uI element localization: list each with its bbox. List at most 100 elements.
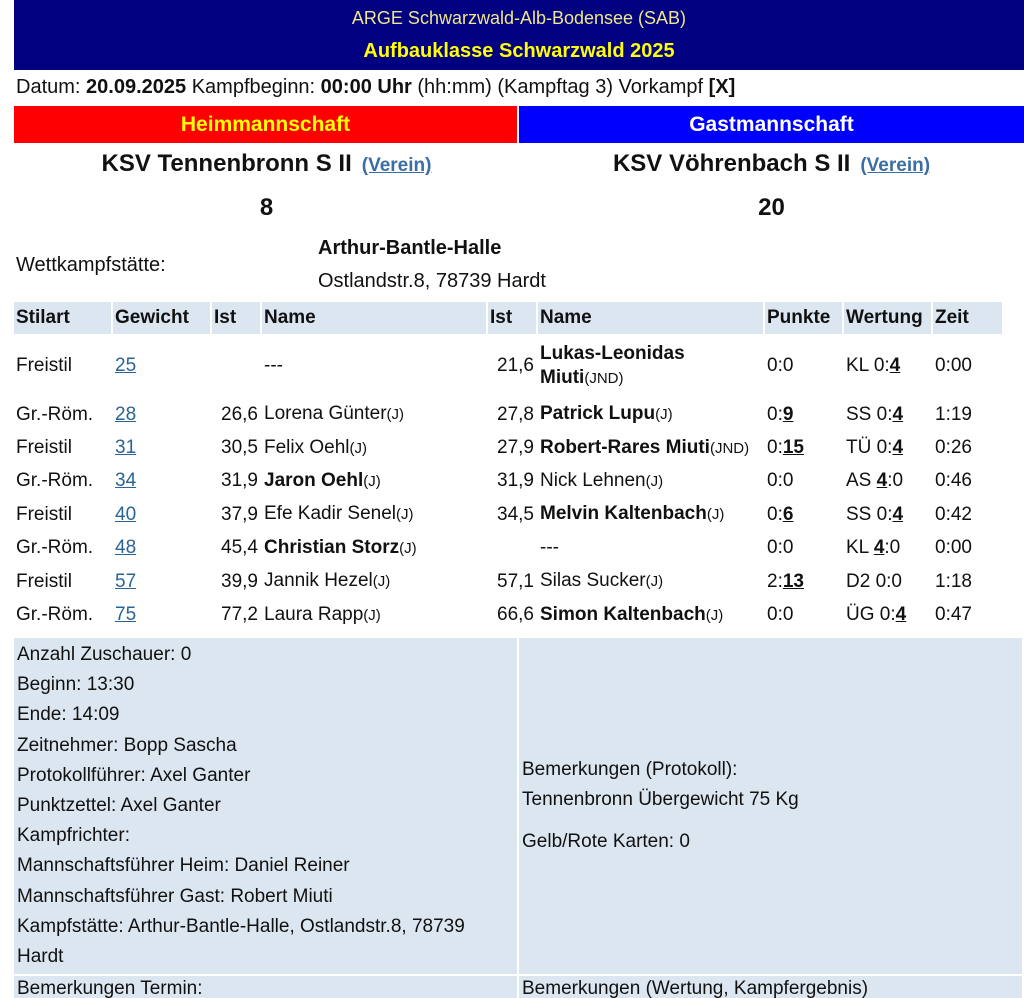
points: 0:0	[765, 334, 842, 398]
weight-cell: 57	[113, 565, 210, 598]
weight-cell: 75	[113, 598, 210, 631]
part: KL	[846, 537, 874, 559]
home-wrestler: Laura Rapp(J)	[262, 598, 486, 631]
part: 9	[782, 403, 794, 425]
time: 0:46	[935, 470, 972, 492]
away-weight: 31,9	[497, 470, 534, 492]
home-weight: 30,5	[221, 437, 258, 459]
wrestler-name: Efe Kadir Senel	[264, 503, 397, 525]
part: 6	[782, 503, 794, 525]
weight-link[interactable]: 34	[115, 470, 137, 492]
part: 2:	[767, 570, 783, 592]
weight-link[interactable]: 40	[115, 503, 137, 525]
weight-link[interactable]: 75	[115, 604, 137, 626]
wrestler-name: Jaron Oehl	[264, 469, 364, 491]
weight-link[interactable]: 28	[115, 403, 137, 425]
part: TÜ 0:	[846, 437, 893, 459]
remarks: Bemerkungen (Protokoll): Tennenbronn Übe…	[519, 638, 1022, 975]
part: 15	[782, 437, 804, 459]
time: 1:18	[935, 570, 972, 592]
style: Gr.-Röm.	[16, 537, 94, 559]
points: 0:0	[765, 532, 842, 565]
time: 0:42	[935, 503, 972, 525]
part: 4	[895, 604, 907, 626]
part: SS 0:	[846, 403, 893, 425]
header-row: Stilart Gewicht Ist Name Ist Name Punkte Wertun…	[14, 302, 1002, 334]
age-class: (JND)	[584, 369, 624, 387]
style: Freistil	[16, 503, 72, 525]
weight-link[interactable]: 31	[115, 437, 137, 459]
bout-row: Freistil 25 --- 21,6 Lukas-Leonidas Miuti(JN…	[14, 334, 1002, 398]
bout-row: Freistil 57 39,9 Jannik Hezel(J) 57,1 Silas S…	[14, 565, 1002, 598]
home-score: 8	[259, 194, 274, 221]
rating: SS 0:4	[844, 398, 931, 431]
wrestler-name: Felix Oehl	[264, 436, 350, 458]
club-link[interactable]: (Verein)	[860, 155, 931, 176]
detail-line: Beginn: 13:30	[17, 674, 135, 696]
info-part: 20.09.2025	[86, 76, 187, 98]
part: 0:	[767, 403, 783, 425]
away-wrestler: Robert-Rares Miuti(JND)	[538, 431, 763, 464]
weight-link[interactable]: 57	[115, 570, 137, 592]
away-weight	[488, 532, 536, 565]
part: 13	[782, 570, 804, 592]
age-class: (JND)	[709, 439, 750, 457]
age-class: (J)	[363, 472, 381, 490]
detail-line: Zeitnehmer: Bopp Sascha	[17, 734, 237, 756]
wrestler-name: Lukas-Leonidas Miuti	[540, 342, 685, 388]
info-part: 00:00 Uhr	[320, 76, 412, 98]
wrestler-name: Robert-Rares Miuti	[540, 436, 710, 458]
club-link[interactable]: (Verein)	[361, 155, 432, 176]
column-header: Stilart	[14, 302, 111, 334]
home-weight: 37,9	[221, 503, 258, 525]
away-wrestler: Patrick Lupu(J)	[538, 398, 763, 431]
home-wrestler: Lorena Günter(J)	[262, 398, 486, 431]
home-team: KSV Tennenbronn S II (Verein)	[14, 150, 519, 178]
rating: ÜG 0:4	[844, 598, 931, 631]
part: AS	[846, 470, 877, 492]
remarks-label: Bemerkungen (Protokoll):	[522, 758, 738, 780]
detail-line: Kampfstätte: Arthur-Bantle-Halle, Ostlan…	[17, 915, 465, 968]
wrestler-name: Lorena Günter	[264, 403, 387, 425]
wrestler-name: ---	[540, 537, 559, 559]
weight-cell: 31	[113, 431, 210, 464]
part: D2 0:0	[846, 570, 902, 592]
wrestler-name: Patrick Lupu	[540, 403, 656, 425]
weight-cell: 25	[113, 334, 210, 398]
age-class: (J)	[705, 606, 724, 624]
style: Gr.-Röm.	[16, 470, 94, 492]
away-team: KSV Vöhrenbach S II (Verein)	[519, 150, 1024, 178]
points: 0:9	[765, 398, 842, 431]
style: Gr.-Röm.	[16, 604, 94, 626]
weight-link[interactable]: 25	[115, 355, 137, 376]
points: 0:0	[765, 465, 842, 498]
home-weight: 39,9	[221, 570, 258, 592]
home-weight: 26,6	[221, 403, 258, 425]
age-class: (J)	[399, 539, 417, 557]
part: SS 0:	[846, 503, 893, 525]
home-weight: 77,2	[221, 604, 258, 626]
away-weight: 21,6	[497, 355, 534, 376]
points: 0:15	[765, 431, 842, 464]
detail-line: Kampfrichter:	[17, 825, 130, 847]
age-class: (J)	[655, 406, 673, 424]
part: 4	[892, 503, 904, 525]
points: 2:13	[765, 565, 842, 598]
details: Anzahl Zuschauer: 0 Beginn: 13:30 Ende: 14…	[14, 638, 517, 975]
time: 0:47	[935, 604, 972, 626]
home-wrestler: ---	[262, 334, 486, 398]
home-wrestler: Efe Kadir Senel(J)	[262, 498, 486, 531]
away-wrestler: ---	[538, 532, 763, 565]
age-class: (J)	[386, 406, 405, 424]
bout-row: Gr.-Röm. 34 31,9 Jaron Oehl(J) 31,9 Nick Lehn…	[14, 465, 1002, 498]
part: 4	[892, 437, 904, 459]
team-name: KSV Vöhrenbach S II	[612, 150, 851, 177]
detail-line: Mannschaftsführer Heim: Daniel Reiner	[17, 855, 350, 877]
home-weight: 31,9	[221, 470, 258, 492]
weight-link[interactable]: 48	[115, 537, 137, 559]
time: 0:26	[935, 437, 972, 459]
bout-row: Gr.-Röm. 75 77,2 Laura Rapp(J) 66,6 Simon Kal…	[14, 598, 1002, 631]
rating: TÜ 0:4	[844, 431, 931, 464]
weight-cell: 40	[113, 498, 210, 531]
